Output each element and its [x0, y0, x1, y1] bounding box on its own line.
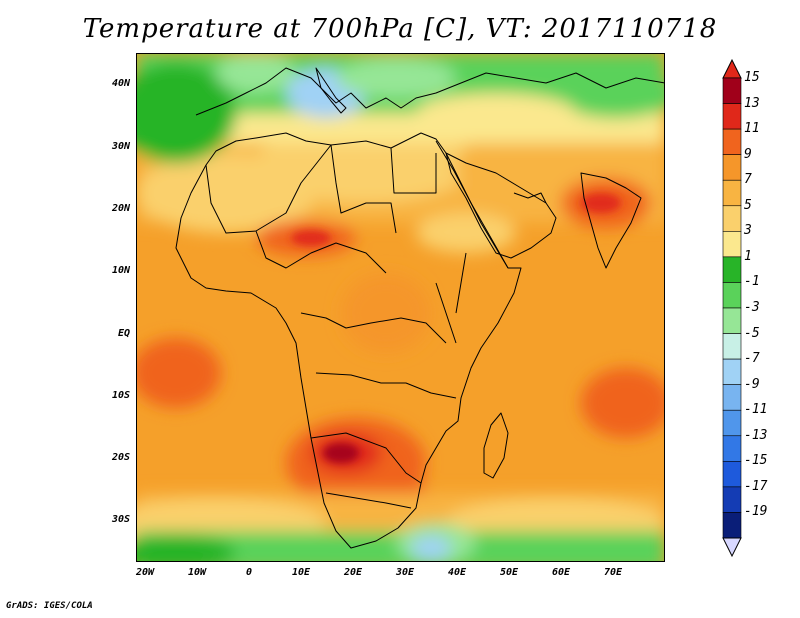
y-label-30s: 30S: [111, 514, 130, 525]
colorbar-swatch: [722, 435, 742, 462]
chart-title: Temperature at 700hPa [C], VT: 201711071…: [82, 14, 718, 44]
colorbar-label: -13: [744, 427, 768, 443]
colorbar-swatch: [722, 358, 742, 385]
colorbar-swatch: [722, 128, 742, 155]
coastlines: [175, 67, 665, 549]
colorbar-label: 15: [744, 70, 760, 85]
x-label-20e: 20E: [343, 567, 363, 578]
colorbar-label: 11: [744, 121, 760, 137]
colorbar-label: 7: [744, 172, 752, 188]
credit-text: GrADS: IGES/COLA: [6, 601, 93, 611]
temperature-field: [136, 53, 665, 562]
x-label-10e: 10E: [291, 567, 311, 578]
colorbar-swatch: [722, 512, 742, 539]
x-label-70e: 70E: [603, 567, 623, 578]
colorbar-label: -17: [744, 478, 768, 494]
colorbar-swatch: [722, 256, 742, 283]
x-label-20w: 20W: [135, 567, 155, 578]
map-frame: [136, 53, 665, 562]
x-label-60e: 60E: [551, 567, 571, 578]
colorbar-swatch: [722, 384, 742, 411]
colorbar-label: 9: [744, 146, 752, 162]
x-label-50e: 50E: [499, 567, 519, 578]
colorbar-swatch: [722, 205, 742, 232]
colorbar-label: -5: [744, 325, 760, 341]
colorbar-label: -15: [744, 453, 768, 469]
y-label-40n: 40N: [111, 78, 130, 89]
x-label-10w: 10W: [187, 567, 207, 578]
colorbar-swatch: [722, 103, 742, 130]
colorbar-swatch: [722, 461, 742, 488]
colorbar-label: -9: [744, 376, 760, 392]
colorbar-swatch: [722, 282, 742, 309]
colorbar-label: 1: [744, 248, 752, 264]
colorbar-swatch: [722, 154, 742, 181]
colorbar-label: -7: [744, 351, 760, 367]
y-label-20s: 20S: [111, 452, 130, 463]
colorbar-swatch: [722, 231, 742, 258]
colorbar-label: 5: [744, 197, 752, 213]
colorbar-swatch: [722, 179, 742, 207]
colorbar-label: -3: [744, 300, 760, 315]
colorbar-swatch: [722, 486, 742, 513]
x-label-40e: 40E: [447, 567, 467, 578]
y-label-20n: 20N: [111, 203, 130, 214]
x-label-30e: 30E: [395, 567, 415, 578]
y-label-10n: 10N: [111, 265, 130, 276]
temperature-map: [136, 53, 665, 562]
x-label-0: 0: [245, 567, 253, 578]
colorbar-label: -19: [744, 504, 768, 520]
colorbar: [722, 58, 742, 558]
colorbar-label: -1: [744, 274, 760, 290]
colorbar-swatch: [722, 77, 742, 104]
colorbar-bottom-triangle: [722, 537, 742, 558]
colorbar-label: -11: [744, 402, 768, 418]
y-label-30n: 30N: [111, 141, 130, 152]
colorbar-label: 3: [744, 223, 752, 239]
colorbar-swatch: [722, 409, 742, 437]
y-label-eq: EQ: [117, 328, 130, 339]
colorbar-swatch: [722, 333, 742, 360]
colorbar-swatch: [722, 307, 742, 334]
y-label-10s: 10S: [111, 390, 130, 401]
colorbar-label: 13: [744, 95, 760, 111]
colorbar-top-triangle: [722, 58, 742, 79]
